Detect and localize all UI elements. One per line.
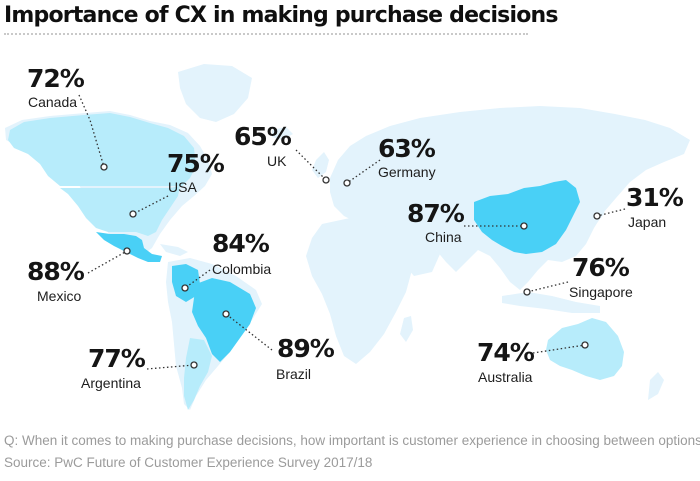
marker-argentina: [190, 361, 198, 369]
marker-canada: [100, 163, 108, 171]
leader-line-colombia: [184, 269, 211, 289]
name-singapore: Singapore: [569, 284, 633, 300]
country-mexico: [96, 232, 162, 262]
name-japan: Japan: [628, 214, 667, 230]
leader-line-brazil: [225, 313, 273, 351]
country-canada: [8, 113, 196, 186]
marker-uk: [322, 176, 330, 184]
leader-line-mexico: [87, 250, 128, 274]
marker-japan: [593, 212, 601, 220]
land-caribbean: [160, 244, 188, 256]
country-china: [474, 180, 580, 254]
highlighted-countries: [8, 113, 624, 410]
land-greenland: [178, 64, 252, 122]
value-singapore: 76%: [572, 253, 630, 282]
land-british-isles: [312, 152, 329, 178]
land-japan: [588, 196, 606, 224]
country-colombia: [172, 264, 200, 302]
marker-singapore: [523, 288, 531, 296]
leader-line-germany: [346, 159, 381, 184]
land-indonesia: [502, 292, 600, 313]
leader-line-australia: [532, 344, 586, 354]
value-brazil: 89%: [277, 334, 335, 363]
question-footnote: Q: When it comes to making purchase deci…: [4, 433, 700, 448]
name-argentina: Argentina: [81, 375, 141, 391]
marker-brazil: [222, 310, 230, 318]
land-iceland: [272, 127, 293, 140]
name-germany: Germany: [378, 164, 436, 180]
value-mexico: 88%: [27, 257, 85, 286]
marker-colombia: [181, 284, 189, 292]
name-australia: Australia: [478, 369, 533, 385]
leader-line-canada: [78, 94, 105, 168]
name-uk: UK: [267, 153, 287, 169]
country-argentina: [184, 338, 212, 410]
leader-line-usa: [132, 195, 169, 215]
value-australia: 74%: [477, 338, 535, 367]
name-colombia: Colombia: [212, 261, 272, 277]
name-brazil: Brazil: [276, 366, 312, 382]
value-canada: 72%: [27, 64, 85, 93]
value-germany: 63%: [378, 134, 436, 163]
value-colombia: 84%: [212, 229, 270, 258]
country-usa: [60, 186, 180, 236]
marker-germany: [343, 179, 351, 187]
name-usa: USA: [168, 179, 197, 195]
leader-line-japan: [596, 208, 626, 217]
title-divider: [4, 33, 528, 35]
value-japan: 31%: [626, 183, 684, 212]
value-usa: 75%: [167, 149, 225, 178]
marker-china: [520, 222, 528, 230]
land-africa: [306, 218, 412, 364]
country-brazil: [192, 278, 256, 362]
land-new-zealand: [648, 372, 664, 400]
country-australia: [546, 318, 624, 380]
marker-australia: [581, 341, 589, 349]
value-argentina: 77%: [88, 344, 146, 373]
marker-mexico: [123, 247, 131, 255]
land-madagascar: [400, 316, 413, 342]
source-footnote: Source: PwC Future of Customer Experienc…: [4, 455, 373, 470]
leader-lines: [78, 94, 626, 370]
chart-title: Importance of CX in making purchase deci…: [4, 3, 559, 28]
name-china: China: [425, 229, 462, 245]
leader-line-singapore: [526, 281, 569, 293]
marker-usa: [129, 210, 137, 218]
leader-line-uk: [295, 149, 327, 181]
name-canada: Canada: [28, 94, 78, 110]
country-markers: [100, 163, 601, 369]
value-uk: 65%: [234, 122, 292, 151]
value-china: 87%: [407, 199, 465, 228]
name-mexico: Mexico: [37, 288, 82, 304]
